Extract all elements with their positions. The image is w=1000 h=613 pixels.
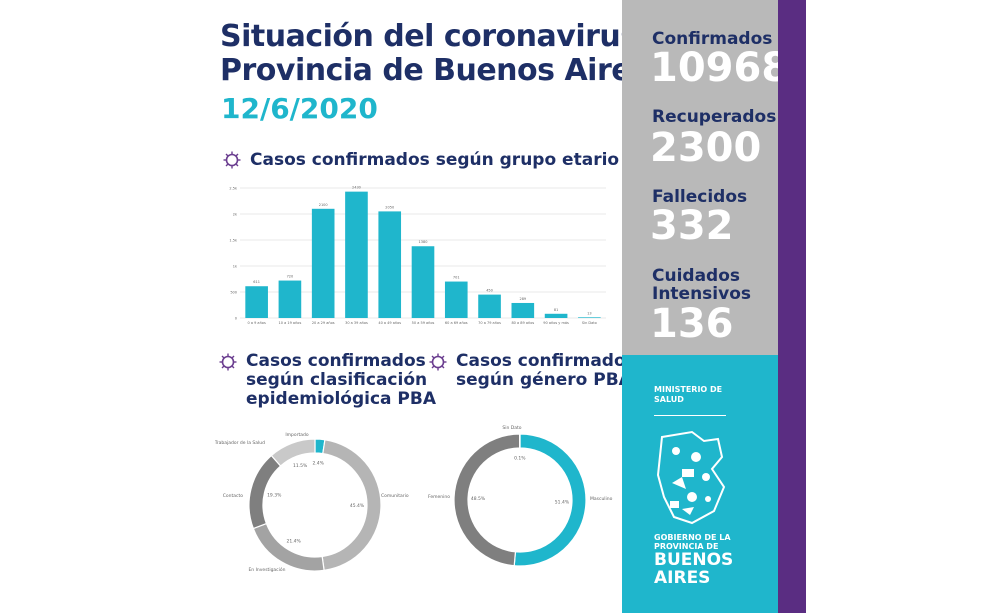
slice-category-label: Sin Dato: [502, 425, 521, 431]
age-section-title: Casos confirmados según grupo etario PBA: [250, 150, 664, 170]
y-tick-label: 0: [235, 317, 237, 321]
title-line-2: Provincia de Buenos Aires.: [220, 53, 660, 88]
deaths-label: Fallecidos: [652, 187, 748, 207]
donut-slice: [270, 438, 316, 467]
slice-category-label: Contacto: [223, 493, 244, 499]
stats-panel: Confirmados 10968 Recuperados 2300 Falle…: [622, 0, 789, 355]
bar: [511, 302, 535, 318]
confirmed-value: 10968: [650, 45, 790, 91]
bar: [245, 286, 268, 318]
slice-category-label: Importado: [285, 432, 309, 438]
x-tick-label: 60 a 69 años: [445, 321, 468, 325]
slice-category-label: Comunitario: [381, 493, 409, 499]
slice-category-label: Masculino: [590, 496, 613, 502]
report-date: 12/6/2020: [221, 92, 378, 125]
bar: [278, 280, 302, 318]
slice-value-label: 48.5%: [471, 496, 486, 502]
gender-section-title: Casos confirmados según género PBA: [456, 351, 636, 390]
x-tick-label: 50 a 59 años: [412, 321, 435, 325]
epi-section-heading: Casos confirmados según clasificación ep…: [218, 352, 436, 409]
bar-value-label: 611: [253, 280, 260, 284]
gender-donut-chart: 51.4% Masculino 48.5% Femenino 0.1% Sin Dato: [428, 425, 613, 567]
bar-value-label: 720: [287, 275, 294, 279]
y-tick-label: 1.5k: [229, 239, 238, 243]
donut-slice: [453, 433, 521, 567]
bar: [311, 208, 335, 318]
gender-section-heading: Casos confirmados según género PBA: [428, 352, 636, 390]
slice-category-label: Trabajador de la Salud: [215, 440, 265, 446]
icu-label: Cuidados Intensivos: [652, 266, 752, 304]
y-tick-label: 500: [230, 291, 237, 295]
x-tick-label: 10 a 19 años: [279, 321, 302, 325]
donut-slice: [513, 433, 587, 567]
epi-donut-chart: 2.4% Importado 45.4% Comunitario 21.4% En Inv…: [215, 432, 409, 573]
donut-slice: [248, 454, 282, 530]
bar: [444, 281, 468, 318]
bar-value-label: 289: [519, 297, 526, 301]
bar-value-label: 1380: [419, 240, 428, 244]
bar: [378, 211, 402, 318]
bar-value-label: 2100: [319, 203, 328, 207]
bar: [578, 317, 601, 318]
bar: [411, 246, 435, 318]
recovered-label: Recuperados: [652, 107, 777, 127]
bar-value-label: 2050: [385, 205, 394, 209]
age-section-heading: Casos confirmados según grupo etario PBA: [222, 150, 664, 170]
x-tick-label: 0 a 9 años: [248, 321, 266, 325]
y-tick-label: 1k: [233, 265, 238, 269]
ministry-panel: MINISTERIO DE SALUD GOBIERNO DE LA PROVI…: [622, 355, 778, 613]
slice-value-label: 2.4%: [312, 461, 324, 467]
bar: [544, 313, 568, 318]
page-title: Situación del coronavirus en Provincia d…: [220, 19, 689, 88]
x-tick-label: 80 a 89 años: [511, 321, 534, 325]
government-label: GOBIERNO DE LA PROVINCIA DE: [654, 533, 731, 551]
slice-value-label: 21.4%: [286, 539, 301, 545]
bar: [478, 294, 501, 318]
slice-category-label: Femenino: [428, 494, 450, 500]
buenos-aires-label: BUENOS AIRES: [654, 550, 734, 588]
age-bar-chart: 0 500 1k 1.5k 2k 2.5k 611 0 a 9 años 720 10 a 19 …: [229, 186, 606, 325]
icu-value: 136: [650, 301, 734, 347]
slice-value-label: 0.1%: [514, 456, 526, 462]
title-line-1: Situación del coronavirus en: [220, 19, 689, 54]
x-tick-label: 70 a 79 años: [478, 321, 501, 325]
x-tick-label: 40 a 49 años: [378, 321, 401, 325]
bar: [345, 191, 368, 318]
province-map-icon: [656, 430, 726, 525]
ministry-label: MINISTERIO DE SALUD: [654, 385, 723, 404]
bar-value-label: 2430: [352, 186, 361, 190]
slice-value-label: 51.4%: [555, 499, 570, 505]
donut-slice: [252, 522, 325, 572]
bar-value-label: 450: [486, 289, 493, 293]
bar-value-label: 701: [453, 276, 460, 280]
virus-icon: [429, 353, 447, 371]
recovered-value: 2300: [650, 125, 762, 171]
bar-value-label: 13: [587, 311, 591, 315]
bar-value-label: 81: [554, 308, 558, 312]
virus-icon: [219, 353, 237, 371]
x-tick-label: 90 años y más: [543, 321, 569, 325]
slice-value-label: 11.5%: [293, 463, 308, 469]
x-tick-label: Sin Dato: [582, 321, 597, 325]
slice-value-label: 19.3%: [267, 492, 282, 498]
y-tick-label: 2k: [233, 213, 238, 217]
divider: [654, 415, 726, 416]
virus-icon: [223, 151, 241, 169]
deaths-value: 332: [650, 203, 734, 249]
purple-stripe: [778, 0, 806, 613]
slice-value-label: 45.4%: [350, 503, 365, 509]
slice-category-label: En Investigación: [248, 566, 285, 573]
confirmed-label: Confirmados: [652, 29, 773, 49]
x-tick-label: 30 a 39 años: [345, 321, 368, 325]
epi-section-title: Casos confirmados según clasificación ep…: [246, 351, 436, 409]
y-tick-label: 2.5k: [229, 187, 238, 191]
x-tick-label: 20 a 29 años: [312, 321, 335, 325]
